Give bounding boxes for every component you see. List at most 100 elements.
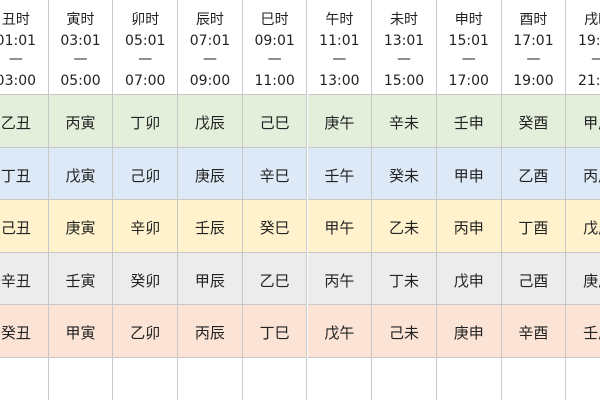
- table-cell: 己酉: [501, 252, 567, 306]
- table-cell: [0, 358, 49, 400]
- header-cell: 申时 15:01 — 17:00: [436, 0, 502, 95]
- ganzhi: 己未: [389, 324, 420, 343]
- table-cell: 丁巳: [242, 305, 308, 358]
- table-cell: 戊辰: [178, 95, 243, 148]
- table-cell: [113, 358, 179, 400]
- table-cell: 丙申: [436, 200, 502, 253]
- ganzhi: 丙午: [324, 271, 355, 290]
- ganzhi: 乙未: [389, 219, 420, 238]
- ganzhi: 己丑: [0, 219, 31, 238]
- column-name: 午时: [325, 12, 354, 28]
- header-cell: 丑时 01:01 — 03:00: [0, 0, 49, 95]
- end-time: 11:00: [254, 73, 295, 89]
- table-cell: [372, 358, 437, 400]
- end-time: 13:00: [319, 73, 360, 89]
- header-cell: 午时 11:01 — 13:00: [307, 0, 373, 95]
- table-cell: 戊午: [307, 305, 373, 358]
- table-cell: 壬辰: [178, 200, 243, 253]
- table-cell: [307, 358, 373, 400]
- table-cell: 甲申: [436, 147, 502, 201]
- separator: —: [566, 51, 600, 67]
- ganzhi: 己卯: [130, 166, 161, 185]
- start-time: 17:01: [513, 33, 554, 49]
- end-time: 15:00: [383, 73, 425, 89]
- table-cell: [566, 358, 600, 400]
- table-cell: [501, 358, 567, 400]
- separator: —: [73, 51, 88, 67]
- start-time: 11:01: [319, 33, 360, 49]
- column-name: 卯时: [131, 12, 160, 28]
- ganzhi: 壬申: [453, 114, 484, 132]
- ganzhi: 丙戌: [583, 166, 600, 185]
- table-cell: [178, 358, 243, 400]
- table-cell: 癸酉: [501, 95, 567, 148]
- ganzhi: 丁酉: [518, 219, 549, 238]
- table-cell: 庚申: [436, 305, 502, 358]
- table-cell: 辛酉: [501, 305, 567, 358]
- ganzhi: 丁丑: [0, 166, 31, 185]
- table-cell: 丁卯: [113, 95, 179, 148]
- separator: —: [138, 51, 153, 67]
- start-time: 03:01: [60, 33, 101, 49]
- table-cell: 丙戌: [566, 147, 600, 201]
- column-name: 巳时: [260, 12, 289, 28]
- end-time: 09:00: [189, 73, 231, 89]
- column-name: 寅时: [66, 12, 95, 28]
- table-cell: 壬午: [307, 147, 373, 201]
- end-time: 03:00: [0, 73, 37, 89]
- ganzhi: 乙卯: [130, 324, 161, 343]
- ganzhi: 甲申: [453, 166, 484, 185]
- ganzhi: 辛丑: [0, 271, 31, 290]
- ganzhi: 甲辰: [194, 271, 225, 290]
- start-time: 05:01: [125, 33, 166, 49]
- header-cell: 卯时 05:01 — 07:00: [113, 0, 179, 95]
- ganzhi: 壬辰: [194, 219, 225, 238]
- table-cell: 庚寅: [48, 200, 114, 253]
- table-cell: 壬戌: [566, 305, 600, 358]
- separator: —: [202, 51, 217, 67]
- start-time: 07:01: [189, 33, 231, 49]
- ganzhi: 庚辰: [194, 166, 225, 185]
- end-time: 17:00: [448, 73, 489, 89]
- separator: —: [8, 51, 23, 67]
- separator: —: [526, 51, 541, 67]
- table-cell: 丙辰: [178, 305, 243, 358]
- ganzhi: 丁巳: [259, 324, 290, 343]
- table-cell: 乙巳: [242, 252, 308, 306]
- ganzhi: 戊辰: [194, 114, 225, 132]
- table-cell: 庚戌: [566, 252, 600, 306]
- ganzhi: 戊午: [324, 324, 355, 343]
- table-cell: 乙丑: [0, 95, 49, 148]
- ganzhi: 癸酉: [518, 114, 549, 132]
- separator: —: [397, 51, 412, 67]
- separator: —: [332, 51, 347, 67]
- table-cell: 癸丑: [0, 305, 49, 358]
- ganzhi: 辛巳: [259, 166, 290, 185]
- ganzhi: 庚申: [453, 324, 484, 343]
- table-cell: 庚辰: [178, 147, 243, 201]
- table-cell: 丁丑: [0, 147, 49, 201]
- table-cell: 戊申: [436, 252, 502, 306]
- ganzhi: 癸丑: [0, 324, 31, 343]
- table-cell: 乙未: [372, 200, 437, 253]
- table-cell: 乙酉: [501, 147, 567, 201]
- table-cell: 戊寅: [48, 147, 114, 201]
- column-name: 酉时: [519, 12, 548, 28]
- separator: —: [461, 51, 476, 67]
- start-time: 13:01: [383, 33, 425, 49]
- ganzhi: 辛酉: [518, 324, 549, 343]
- ganzhi: 辛未: [389, 114, 420, 132]
- ganzhi: 丙寅: [65, 114, 96, 132]
- start-time: 15:01: [448, 33, 489, 49]
- separator: —: [267, 51, 282, 67]
- ganzhi: 戊寅: [65, 166, 96, 185]
- table-cell: 辛卯: [113, 200, 179, 253]
- ganzhi: 乙巳: [259, 271, 290, 290]
- table-cell: 戊戌: [566, 200, 600, 253]
- table-cell: 甲辰: [178, 252, 243, 306]
- table-cell: [242, 358, 308, 400]
- table-cell: 己巳: [242, 95, 308, 148]
- ganzhi: 丙申: [453, 219, 484, 238]
- column-name: 辰时: [195, 12, 224, 28]
- table-cell: [436, 358, 502, 400]
